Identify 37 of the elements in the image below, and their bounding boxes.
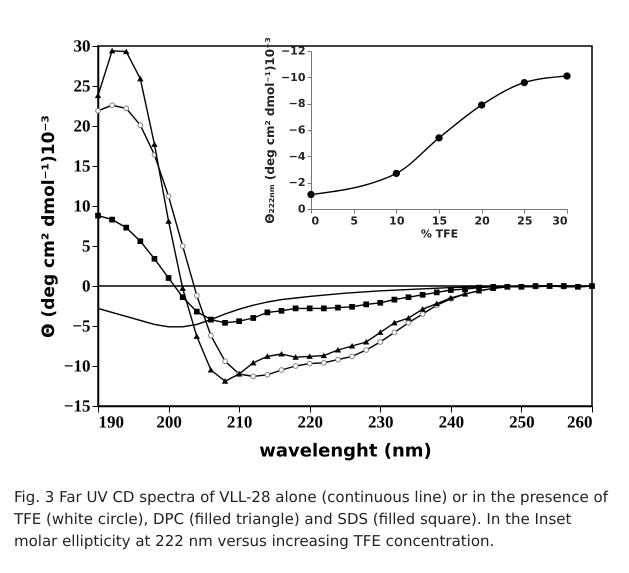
x-tick-label: 220 <box>297 412 323 432</box>
x-tick-label: 260 <box>567 412 592 432</box>
x-axis-title: % TFE <box>420 228 458 240</box>
x-tick-label: 20 <box>474 214 490 228</box>
y-tick-label: 20 <box>74 116 90 136</box>
y-tick-label: −2 <box>288 176 306 190</box>
y-tick-label: −8 <box>288 97 306 110</box>
y-tick-label: 15 <box>74 156 90 176</box>
y-tick-label: −10 <box>64 356 90 376</box>
x-tick-label: 250 <box>509 412 535 432</box>
x-tick-label: 10 <box>389 214 405 228</box>
y-tick-label: 0 <box>298 202 306 216</box>
y-tick-label: −6 <box>288 124 306 136</box>
y-tick-label: 10 <box>74 196 90 216</box>
y-tick-label: −10 <box>280 70 306 84</box>
y-tick-label: 5 <box>82 236 90 256</box>
y-tick-label: −4 <box>288 150 306 163</box>
caption: Fig. 3 Far UV CD spectra of VLL-28 alone (continuous line) or in the presence of TFE (white circle), DPC (filled triangle) and SDS (filled square). In the Inset molar ellipticity at 222 nm versus increasing TFE concentration. <box>14 487 610 552</box>
y-tick-label: −15 <box>64 396 90 416</box>
y-tick-label: −12 <box>280 44 306 58</box>
y-tick-label: −5 <box>72 316 90 336</box>
x-tick-label: 210 <box>226 412 252 432</box>
x-axis-title: wavelenght (nm) <box>259 440 432 462</box>
y-axis-title: Θ (deg cm² dmol⁻¹)10⁻³ <box>38 115 59 338</box>
x-tick-label: 200 <box>156 412 182 432</box>
x-tick-label: 5 <box>350 214 358 228</box>
x-tick-label: 25 <box>517 214 532 228</box>
y-tick-label: 30 <box>74 36 90 56</box>
y-tick-label: 25 <box>74 76 90 96</box>
y-tick-label: 0 <box>82 276 90 296</box>
x-tick-label: 240 <box>438 412 464 432</box>
x-tick-label: 0 <box>312 214 320 228</box>
x-tick-label: 30 <box>552 214 568 228</box>
x-tick-label: 15 <box>432 214 448 228</box>
x-tick-label: 190 <box>98 412 124 432</box>
x-tick-label: 230 <box>368 412 394 432</box>
y-axis-title: Θ₂₂₂ₙₘ (deg cm² dmol⁻¹)10⁻³ <box>262 37 277 224</box>
